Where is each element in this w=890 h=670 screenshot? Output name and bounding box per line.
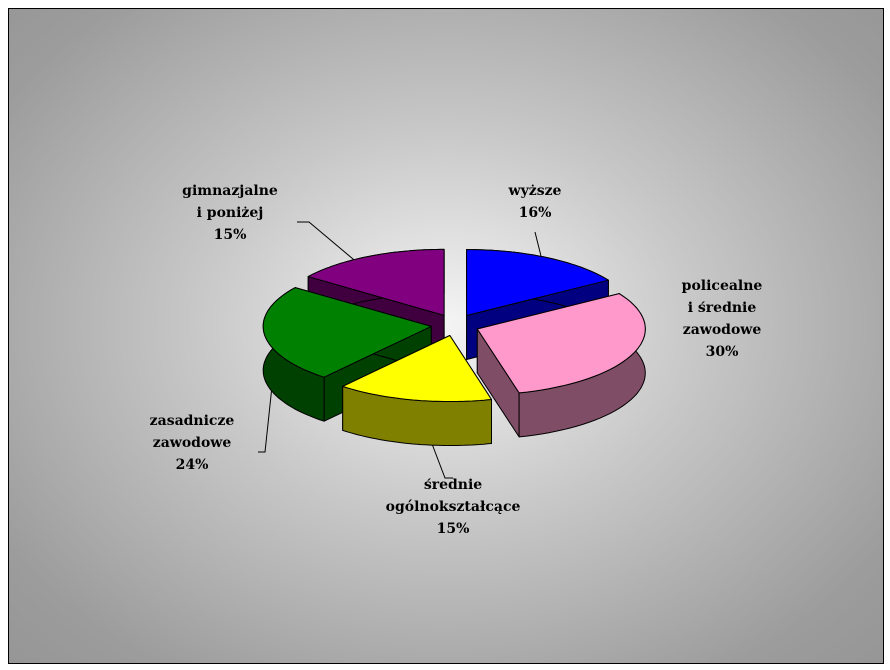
slice-label: zasadnicze zawodowe 24% bbox=[150, 410, 235, 476]
slice-top bbox=[476, 293, 646, 394]
pie bbox=[262, 248, 646, 446]
leader-line bbox=[297, 221, 373, 276]
category-label: gimnazjalne i poniżej bbox=[182, 183, 278, 221]
category-label: policealne i średnie zawodowe bbox=[681, 278, 763, 338]
category-label: zasadnicze zawodowe bbox=[149, 413, 235, 451]
value-label: 15% bbox=[213, 227, 247, 243]
slice-label: wyższe 16% bbox=[509, 180, 562, 224]
category-label: wyższe bbox=[508, 183, 562, 199]
slice-label: policealne i średnie zawodowe 30% bbox=[682, 275, 763, 363]
category-label: średnie ogólnokształcące bbox=[385, 477, 521, 515]
slice-label: średnie ogólnokształcące 15% bbox=[386, 474, 521, 540]
slice-top bbox=[262, 287, 432, 378]
chart-background bbox=[8, 8, 884, 664]
value-label: 15% bbox=[436, 521, 470, 537]
slice-label: gimnazjalne i poniżej 15% bbox=[182, 180, 278, 246]
slice-top bbox=[307, 248, 445, 316]
value-label: 30% bbox=[705, 344, 739, 360]
slice-top bbox=[466, 249, 609, 316]
value-label: 16% bbox=[518, 205, 552, 221]
slice-top bbox=[342, 335, 492, 402]
value-label: 24% bbox=[175, 457, 209, 473]
